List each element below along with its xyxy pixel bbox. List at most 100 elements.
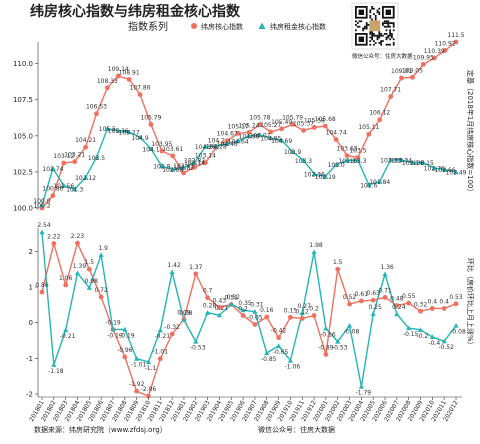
top-data-label-rent: 103.33 xyxy=(380,157,401,164)
top-point-sale xyxy=(104,85,110,91)
bottom-data-label-sale: 1.37 xyxy=(189,264,203,271)
bottom-data-label-sale: -0.05 xyxy=(247,314,263,321)
top-data-label-rent: 104.98 xyxy=(239,134,260,141)
bottom-point-rent xyxy=(51,362,57,367)
top-point-sale xyxy=(235,130,241,136)
bottom-point-rent xyxy=(453,322,459,328)
qr-module xyxy=(369,43,372,46)
qr-module xyxy=(371,6,373,8)
qr-module xyxy=(387,24,390,26)
qr-module xyxy=(391,34,393,37)
bottom-point-rent xyxy=(193,338,199,344)
top-point-sale xyxy=(268,129,274,135)
bottom-point-sale xyxy=(240,313,246,318)
top-data-label-rent: 105.36 xyxy=(108,128,129,135)
bottom-data-label-rent: -0.2 xyxy=(417,333,429,340)
bottom-data-label-sale: -1.01 xyxy=(153,349,169,356)
bottom-point-sale xyxy=(382,294,388,300)
bottom-data-label-sale: 1.5 xyxy=(85,259,95,266)
bottom-data-label-rent: -0.19 xyxy=(107,332,123,339)
bottom-point-sale xyxy=(429,306,435,311)
bottom-data-label-sale: 0.86 xyxy=(35,282,49,289)
bottom-data-label-rent: 1.36 xyxy=(380,264,394,271)
top-data-label-sale: 103.21 xyxy=(64,152,85,159)
bottom-point-sale xyxy=(370,297,376,303)
top-data-label-sale: 104.21 xyxy=(75,137,96,144)
bottom-point-sale xyxy=(51,241,57,246)
legend-label-rent: 纬房租金核心指数 xyxy=(270,22,326,31)
top-point-rent xyxy=(388,157,394,163)
top-point-sale xyxy=(115,73,121,79)
top-data-label-rent: 102.68 xyxy=(162,167,183,174)
top-point-sale xyxy=(290,122,295,127)
top-point-rent xyxy=(148,146,154,151)
qr-module xyxy=(365,27,368,30)
top-data-label-rent: 104.46 xyxy=(217,141,238,148)
qr-module xyxy=(378,13,381,15)
top-data-label-sale: 108.91 xyxy=(119,69,140,76)
qr-module xyxy=(389,29,391,32)
top-point-rent xyxy=(300,157,307,163)
qr-module xyxy=(369,11,372,14)
top-point-rent xyxy=(213,143,219,149)
top-data-label-sale: 105.17 xyxy=(228,123,249,130)
top-point-sale xyxy=(453,39,459,45)
bottom-point-rent xyxy=(134,356,140,361)
bottom-data-label-sale: -0.32 xyxy=(164,324,180,331)
qr-module xyxy=(376,9,379,12)
bottom-data-label-sale: -2.06 xyxy=(141,386,157,393)
top-data-label-rent: 104.28 xyxy=(206,144,227,151)
top-data-label-sale: 111.5 xyxy=(447,32,464,39)
top-data-label-sale: 104.74 xyxy=(326,130,347,137)
qr-module xyxy=(373,43,375,46)
qr-module xyxy=(382,24,384,26)
qr-module xyxy=(356,22,359,24)
top-point-sale xyxy=(442,47,448,53)
top-point-rent xyxy=(39,202,45,208)
bottom-data-label-rent: 0.27 xyxy=(298,303,312,310)
top-data-label-rent: 104.26 xyxy=(195,144,216,151)
top-point-rent xyxy=(235,138,241,144)
top-data-label-rent: 103.9 xyxy=(284,149,301,156)
bottom-point-sale xyxy=(205,295,211,301)
top-point-sale xyxy=(322,123,328,129)
bottom-point-rent xyxy=(311,249,317,255)
bottom-data-label-sale: -0.19 xyxy=(105,319,121,326)
top-data-label-sale: 109.14 xyxy=(108,66,129,73)
bottom-point-rent xyxy=(406,325,412,331)
top-data-label-rent: 104.69 xyxy=(271,138,292,145)
bottom-point-sale xyxy=(347,301,352,307)
bottom-data-label-sale: 0.48 xyxy=(390,296,404,303)
top-data-label-rent: 104.85 xyxy=(260,135,281,142)
bottom-point-sale xyxy=(299,316,305,321)
top-point-rent xyxy=(104,126,110,131)
bottom-point-rent xyxy=(264,350,270,356)
top-data-label-sale: 105.78 xyxy=(249,115,270,122)
top-data-label-rent: 103.3 xyxy=(338,158,355,165)
bottom-point-sale xyxy=(323,352,329,357)
bottom-data-label-rent: -0.21 xyxy=(60,333,76,340)
bottom-point-sale xyxy=(146,393,151,399)
bottom-data-label-rent: 1.39 xyxy=(73,263,87,270)
top-point-sale xyxy=(50,193,56,198)
bottom-data-label-sale: 0.32 xyxy=(414,301,428,308)
top-data-label-rent: 102.82 xyxy=(173,165,194,172)
bottom-data-label-rent: -1.06 xyxy=(285,363,301,370)
qr-module xyxy=(373,13,375,15)
top-data-label-rent: 100.2 xyxy=(33,203,50,210)
bottom-point-sale xyxy=(288,314,293,320)
qr-module xyxy=(369,33,372,35)
bottom-point-sale xyxy=(358,298,364,304)
top-data-label-sale: 105.37 xyxy=(293,120,314,127)
bottom-point-sale xyxy=(98,294,104,300)
top-point-sale xyxy=(301,128,306,133)
top-point-rent xyxy=(311,171,317,177)
top-point-sale xyxy=(126,76,132,82)
top-point-sale xyxy=(137,92,143,97)
qr-module xyxy=(362,29,364,32)
top-data-label-rent: 105.07 xyxy=(249,132,270,139)
qr-module xyxy=(385,22,388,24)
legend: 纬房核心指数 纬房租金核心指数 xyxy=(191,22,326,31)
top-data-label-sale: 100.0 xyxy=(33,198,50,205)
